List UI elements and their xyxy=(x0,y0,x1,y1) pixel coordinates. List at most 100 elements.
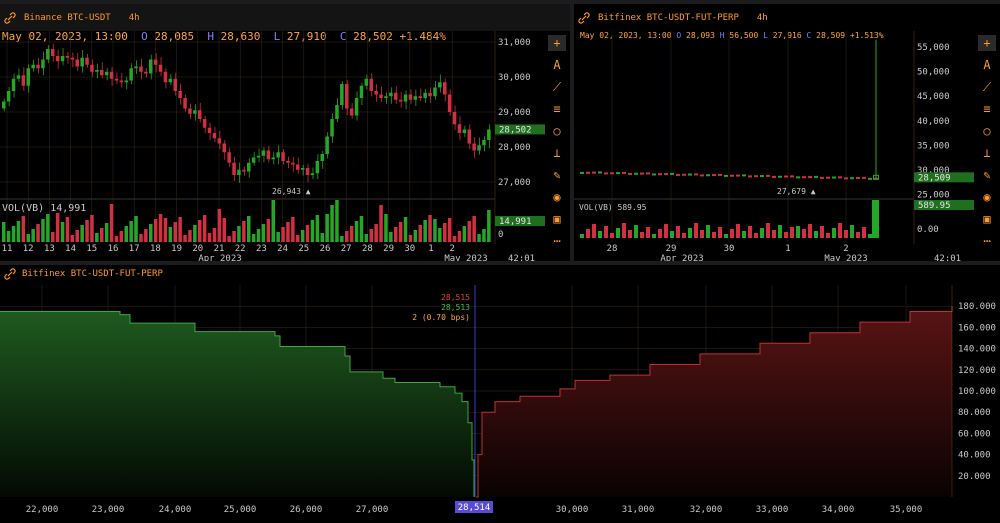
timer: 42:01 xyxy=(934,254,961,261)
candle-body xyxy=(109,71,114,79)
candle-body xyxy=(51,49,55,56)
left-chart-timeframe[interactable]: 4h xyxy=(128,12,140,23)
left-l-label: L xyxy=(273,30,281,43)
candle-body xyxy=(742,174,746,177)
candle-body xyxy=(838,176,842,179)
lines-icon[interactable]: ≡ xyxy=(553,102,561,116)
circle-icon[interactable]: ○ xyxy=(553,124,561,138)
right-chart-timeframe[interactable]: 4h xyxy=(756,12,768,23)
x-tick: 13 xyxy=(44,244,55,254)
trash-icon[interactable]: ▣ xyxy=(553,212,561,226)
volume-bar xyxy=(844,230,848,238)
volume-bar xyxy=(634,225,638,238)
candle-body xyxy=(330,119,334,137)
candle-body xyxy=(75,59,79,67)
x-tick: 30 xyxy=(724,244,735,254)
text-icon[interactable]: A xyxy=(553,58,561,72)
volume-bar xyxy=(242,221,246,242)
right-c-value: 28,509 xyxy=(816,31,846,40)
line-icon[interactable]: ⟋ xyxy=(552,79,562,94)
x-tick: 2 xyxy=(449,244,454,254)
left-c-value: 28,502 xyxy=(353,30,393,43)
candle-body xyxy=(634,172,638,175)
volume-bar xyxy=(11,226,16,242)
candle-body xyxy=(55,56,60,62)
volume-bar xyxy=(364,234,369,242)
price-tick: 45,000 xyxy=(917,92,950,102)
candle-body xyxy=(340,84,344,105)
volume-bar xyxy=(261,224,266,242)
brush-icon[interactable]: ✎ xyxy=(553,168,561,182)
volume-bar xyxy=(354,221,359,242)
depth-chart[interactable]: 180.000 160.000 140.000 120.000 100.000 80.00… xyxy=(0,265,1000,523)
volume-bar xyxy=(712,232,716,238)
volume-bar xyxy=(850,225,854,238)
candle-body xyxy=(217,138,222,144)
plus-icon[interactable]: + xyxy=(548,35,566,51)
volume-bar xyxy=(21,216,26,242)
trash-icon[interactable]: ▣ xyxy=(983,212,991,226)
volume-bar xyxy=(457,231,462,242)
volume-bar xyxy=(227,236,231,242)
candle-body xyxy=(384,96,388,98)
more-icon[interactable]: ⋯ xyxy=(983,234,991,248)
spike-body xyxy=(873,174,879,180)
candle-body xyxy=(222,143,226,153)
x-month-left: Apr 2023 xyxy=(198,254,241,261)
eye-icon[interactable]: ◉ xyxy=(553,190,561,204)
candle-body xyxy=(467,129,471,144)
x-tick: 16 xyxy=(108,244,119,254)
left-h-label: H xyxy=(207,30,214,43)
volume-bar xyxy=(139,234,143,242)
volume-bar xyxy=(232,231,236,242)
candle-body xyxy=(796,176,800,179)
volume-bar xyxy=(144,229,148,242)
x-tick: 19 xyxy=(171,244,182,254)
volume-bar xyxy=(207,233,212,242)
more-icon[interactable]: ⋯ xyxy=(553,234,561,248)
candle-body xyxy=(349,108,354,116)
candle-body xyxy=(129,68,133,81)
right-candle-chart[interactable]: 55,000 50,000 45,000 40,000 35,000 30,000 25,0… xyxy=(574,4,974,261)
volume-bar xyxy=(202,215,207,242)
candle-body xyxy=(428,92,432,97)
right-o-value: 28,093 xyxy=(686,31,715,40)
volume-bar xyxy=(296,235,300,242)
plus-icon[interactable]: + xyxy=(978,35,996,51)
measure-icon[interactable]: ⊥ xyxy=(553,146,561,160)
volume-bar xyxy=(808,224,812,238)
price-tick: 35,000 xyxy=(917,141,950,151)
right-h-label: H xyxy=(719,31,725,40)
line-icon[interactable]: ⟋ xyxy=(982,79,992,94)
text-icon[interactable]: A xyxy=(983,58,991,72)
circle-icon[interactable]: ○ xyxy=(983,124,991,138)
candle-body xyxy=(134,66,138,69)
link-icon[interactable] xyxy=(4,268,16,280)
measure-icon[interactable]: ⊥ xyxy=(983,146,991,160)
eye-icon[interactable]: ◉ xyxy=(983,190,991,204)
brush-icon[interactable]: ✎ xyxy=(983,168,991,182)
candle-body xyxy=(320,154,324,161)
candle-body xyxy=(114,78,119,81)
candle-body xyxy=(11,78,16,91)
depth-symbol[interactable]: Bitfinex BTC-USDT-FUT-PERP xyxy=(22,269,163,279)
link-icon[interactable] xyxy=(578,11,590,24)
link-icon[interactable] xyxy=(4,11,16,24)
y-tick: 180.000 xyxy=(958,302,996,312)
volume-bar xyxy=(610,233,614,238)
lines-icon[interactable]: ≡ xyxy=(983,102,991,116)
mid-badge: 28,514 xyxy=(458,503,491,513)
candle-body xyxy=(856,177,860,180)
x-tick: 17 xyxy=(129,244,140,254)
x-tick: 25,000 xyxy=(224,505,257,515)
right-chart-symbol[interactable]: Bitfinex BTC-USDT-FUT-PERP xyxy=(598,12,739,23)
volume-bar xyxy=(16,221,21,242)
candle-body xyxy=(592,171,596,174)
volume-bar xyxy=(109,204,114,242)
left-chart-symbol[interactable]: Binance BTC-USDT xyxy=(24,12,111,23)
volume-bar xyxy=(389,232,393,242)
x-tick: 24 xyxy=(277,244,288,254)
last-price-badge: 28,509 xyxy=(918,173,951,183)
price-tick: 28,000 xyxy=(498,143,531,153)
